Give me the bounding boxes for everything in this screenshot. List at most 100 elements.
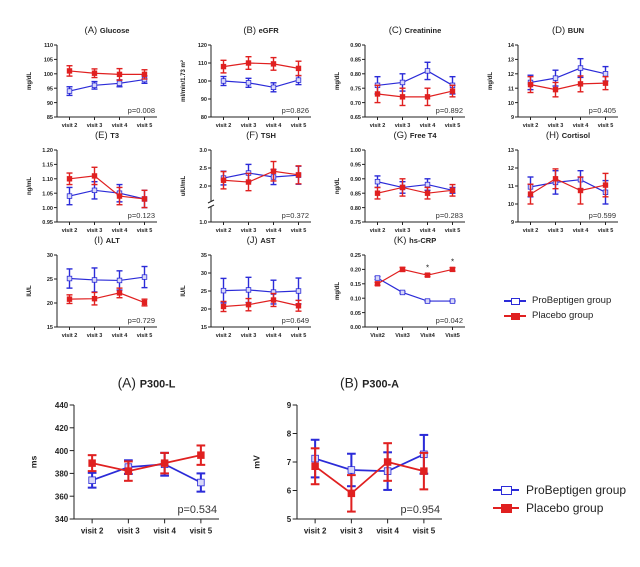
- y-tick-label: 420: [55, 424, 69, 433]
- series-line: [377, 70, 453, 86]
- x-tick-label: Visit3: [395, 333, 410, 339]
- legend-item-probeptigen: ProBeptigen group: [493, 481, 626, 499]
- x-tick-label: visit 4: [112, 228, 129, 234]
- y-tick-label: 9: [511, 115, 514, 121]
- series-line: [530, 179, 606, 193]
- y-tick-label: 360: [55, 492, 69, 501]
- y-axis-label: ms: [28, 456, 38, 469]
- data-point: [399, 79, 406, 86]
- chart-title-text: Glucose: [100, 26, 130, 35]
- y-tick-label: 13: [508, 148, 514, 154]
- data-point: [311, 462, 319, 471]
- data-point: [245, 301, 252, 308]
- x-tick-label: visit 3: [548, 123, 564, 129]
- y-tick-label: 0.80: [350, 206, 361, 212]
- y-tick-label: 0.75: [350, 220, 361, 226]
- y-axis-label: ng/mL: [27, 177, 33, 195]
- y-tick-label: 0.20: [350, 268, 361, 274]
- series-line: [377, 90, 453, 98]
- y-tick-label: 0.05: [350, 311, 361, 317]
- chart-panel-egfr: (B) eGFR 80 90 100 110 120 visit 2 visit 3 visit…: [180, 25, 311, 129]
- data-point: [295, 303, 302, 309]
- series-line: [69, 276, 145, 282]
- data-point: [399, 289, 406, 296]
- series-placebo: [66, 287, 148, 307]
- series-placebo: [374, 266, 456, 287]
- chart-title-text: Creatinine: [405, 26, 442, 35]
- data-point: [141, 71, 148, 78]
- y-tick-label: 0.75: [350, 86, 361, 92]
- data-point: [374, 190, 381, 196]
- y-tick-label: 9: [287, 401, 292, 410]
- chart-title-text: hs-CRP: [409, 236, 436, 245]
- y-tick-label: 7: [287, 458, 292, 467]
- chart-title-text: eGFR: [259, 26, 280, 35]
- data-point: [141, 299, 148, 306]
- y-tick-label: 1.15: [42, 163, 53, 169]
- y-axis-label: IU/L: [181, 285, 187, 297]
- chart-panel-letter: (G): [393, 130, 409, 141]
- data-point: [141, 274, 148, 280]
- y-tick-label: 105: [44, 58, 53, 64]
- probeptigen-swatch-icon: [504, 296, 526, 306]
- y-axis-label: IU/L: [27, 285, 33, 297]
- y-axis-label: mg/dL: [27, 72, 33, 90]
- series-probeptigen: [310, 433, 429, 491]
- series-probeptigen: [220, 163, 302, 186]
- series-placebo: [220, 56, 302, 77]
- series-placebo: [374, 84, 456, 107]
- x-tick-label: visit 4: [266, 228, 283, 234]
- chart-title: (K) hs-CRP: [394, 235, 436, 246]
- chart-title-text: TSH: [261, 131, 276, 140]
- y-tick-label: 5: [287, 515, 292, 524]
- data-point: [449, 88, 456, 94]
- x-tick-label: visit 3: [87, 333, 103, 339]
- series-line: [223, 79, 299, 88]
- p-value-label: p=0.892: [436, 106, 463, 115]
- y-axis-label: mg/dL: [488, 72, 494, 90]
- placebo-swatch-icon: [504, 311, 526, 321]
- data-point: [449, 187, 456, 194]
- significance-marker: *: [426, 264, 429, 273]
- y-tick-label: 0.70: [350, 101, 361, 107]
- series-placebo: [527, 168, 609, 205]
- y-axis-label: ng/dL: [335, 178, 341, 195]
- chart-title-text: Cortisol: [562, 131, 590, 140]
- significance-marker: *: [451, 258, 454, 267]
- chart-panel-letter: (A): [85, 25, 100, 36]
- series-line: [69, 175, 145, 200]
- y-tick-label: 30: [47, 253, 53, 259]
- chart-panel-tsh: (F) TSH 1.0 2.0 2.5 3.0 visit 2 visit 3 visit 4…: [181, 130, 311, 234]
- chart-panel-letter: (E): [95, 130, 110, 141]
- y-tick-label: 340: [55, 515, 69, 524]
- data-point: [160, 459, 169, 467]
- y-tick-label: 0.90: [350, 43, 361, 49]
- chart-panel-creatinine: (C) Creatinine 0.65 0.70 0.75 0.80 0.85 0.90 vi…: [335, 25, 465, 129]
- x-tick-label: visit 4: [573, 228, 590, 234]
- x-tick-label: Visit2: [370, 333, 385, 339]
- data-point: [91, 173, 98, 179]
- series-probeptigen: [220, 74, 302, 93]
- chart-panel-glucose: (A) Glucose 85 90 95 100 105 110 visit 2 visit 3…: [27, 25, 157, 129]
- series-placebo: [66, 65, 148, 81]
- data-point: [449, 298, 456, 304]
- y-tick-label: 440: [55, 401, 69, 410]
- chart-panel-letter: (F): [246, 130, 261, 141]
- y-tick-label: 9: [511, 220, 514, 226]
- y-tick-label: 14: [508, 43, 515, 49]
- series-line: [377, 268, 453, 285]
- series-probeptigen: [66, 265, 148, 293]
- data-point: [449, 266, 456, 273]
- y-tick-label: 11: [508, 184, 514, 190]
- data-point: [91, 277, 98, 283]
- data-point: [91, 187, 98, 194]
- axis-break-mark: [207, 199, 215, 204]
- y-tick-label: 1.00: [42, 206, 53, 212]
- y-tick-label: 110: [198, 61, 207, 67]
- y-tick-label: 10: [508, 202, 514, 208]
- chart-panel-letter: (B): [243, 25, 258, 36]
- y-tick-label: 90: [47, 101, 53, 107]
- series-line: [530, 82, 606, 91]
- chart-panel-letter: (J): [247, 235, 261, 246]
- y-tick-label: 0.85: [350, 58, 361, 64]
